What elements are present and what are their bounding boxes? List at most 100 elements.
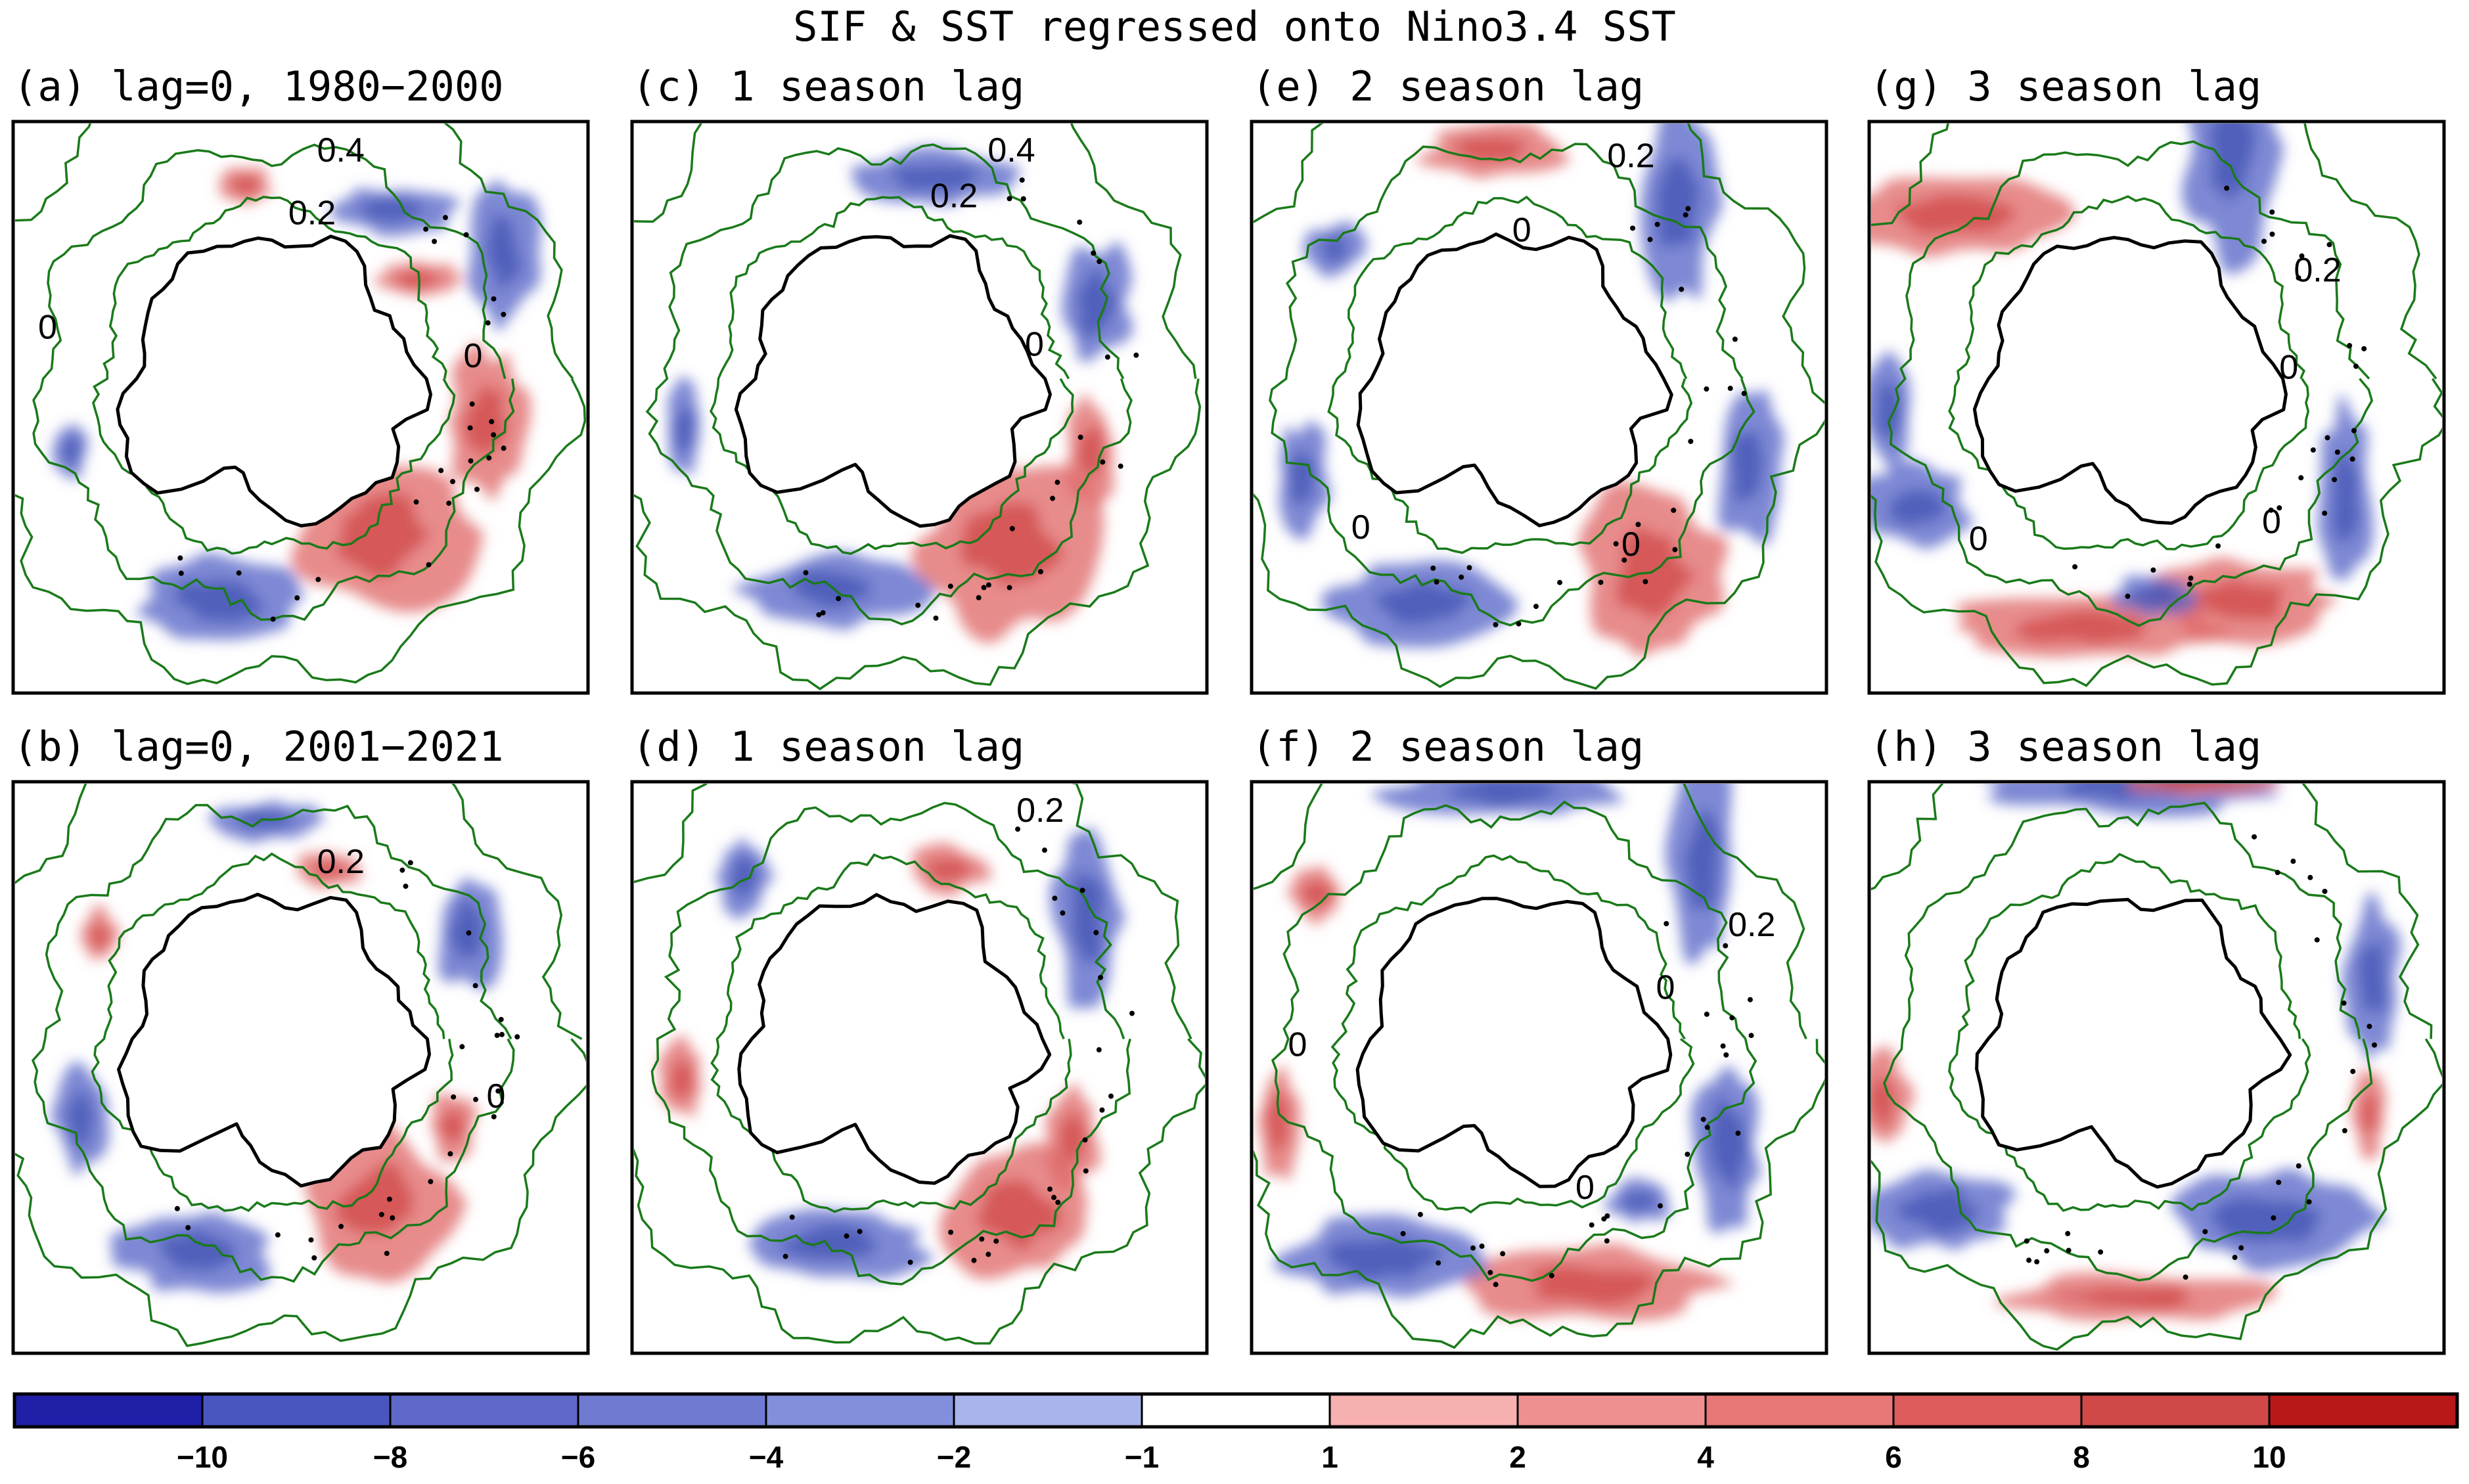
sig-dot (2332, 477, 2338, 483)
anomaly-core (1302, 881, 1332, 908)
sig-dot (2275, 870, 2280, 876)
sig-dot (270, 616, 276, 622)
sig-dot (491, 1113, 497, 1119)
sig-dot (1098, 975, 1104, 981)
sig-dot (1598, 579, 1604, 585)
sig-dot (2268, 507, 2274, 513)
sig-dot (1133, 352, 1139, 358)
significance-dots-g (2072, 185, 2367, 599)
sig-dot (495, 1088, 501, 1094)
sig-dot (1720, 1043, 1726, 1049)
contour-label: 0.2 (317, 843, 365, 881)
sst-contour (1871, 124, 2442, 687)
anomaly-field-f (1257, 784, 1760, 1321)
sig-dot (1434, 579, 1439, 585)
sig-dot (1664, 920, 1669, 926)
sig-dot (985, 1251, 991, 1257)
anomaly-field-d (658, 827, 1126, 1280)
sig-dot (1097, 259, 1102, 265)
anomaly-field-h (1871, 784, 2401, 1321)
sig-dot (474, 486, 480, 492)
sig-dot (1055, 1200, 1061, 1205)
antarctica-continent (734, 234, 1052, 528)
anomaly-core (961, 502, 1062, 586)
sig-dot (1096, 1047, 1102, 1053)
contour-label: 0 (38, 309, 57, 347)
sig-dot (399, 867, 405, 873)
sig-dot (1671, 507, 1677, 513)
sst-contours-a (15, 124, 586, 685)
contour-label: 0.2 (1016, 792, 1064, 830)
sig-dot (1079, 888, 1085, 893)
sig-dot (386, 1196, 392, 1202)
sig-dot (1007, 196, 1012, 202)
sst-contour (91, 852, 454, 1213)
sig-dot (1735, 1131, 1741, 1136)
sig-dot (469, 401, 475, 407)
sig-dot (494, 1033, 500, 1039)
sig-dot (2188, 575, 2194, 581)
anomaly-patch (2127, 784, 2280, 796)
sig-dot (1082, 1137, 1088, 1143)
sig-dot (1009, 526, 1015, 531)
sst-contour (1948, 853, 2311, 1212)
sig-dot (1723, 943, 1729, 949)
sig-dot (485, 320, 491, 326)
sig-dot (378, 1211, 384, 1217)
panel-label-f: (f) 2 season lag (1252, 723, 1644, 771)
anomaly-core (2361, 1091, 2378, 1134)
sst-contours-e (1254, 124, 1824, 690)
sig-dot (2276, 1179, 2282, 1185)
anomaly-patch (2182, 124, 2284, 275)
sig-dot (2066, 1248, 2072, 1253)
contour-label: 0.4 (987, 131, 1035, 169)
sig-dot (1479, 1244, 1485, 1249)
sig-dot (2296, 275, 2301, 281)
sig-dot (486, 455, 492, 461)
sst-contour (92, 195, 456, 555)
sig-dot (1613, 541, 1619, 547)
sig-dot (178, 570, 184, 576)
colorbar-segment (389, 1393, 579, 1428)
anomaly-core (1889, 489, 1948, 526)
sig-dot (338, 1223, 344, 1229)
sig-dot (1100, 459, 1106, 465)
sig-dot (2324, 435, 2330, 441)
sig-dot (857, 1228, 863, 1234)
sig-dot (1642, 579, 1648, 585)
significance-dots-d (782, 826, 1135, 1265)
sig-dot (789, 1214, 795, 1220)
sig-dot (1118, 463, 1123, 469)
colorbar-segment (1141, 1393, 1331, 1428)
sig-dot (390, 1215, 396, 1221)
sig-dot (1093, 930, 1099, 935)
sst-contour (645, 143, 1133, 625)
anomaly-core (396, 270, 440, 289)
sst-contour (1883, 801, 2373, 1282)
sst-contour (1948, 195, 2310, 551)
sig-dot (2306, 1199, 2312, 1205)
colorbar-tick-label: 4 (1697, 1440, 1714, 1474)
sig-dot (2341, 1000, 2347, 1006)
sst-contour (1269, 143, 1755, 627)
sig-dot (491, 296, 497, 302)
sig-dot (2252, 834, 2257, 840)
sig-dot (2215, 543, 2221, 549)
anomaly-core (175, 580, 265, 622)
significance-dots-c (803, 177, 1139, 621)
sig-dot (2350, 1068, 2356, 1074)
sig-dot (2150, 567, 2156, 573)
anomaly-core (2054, 1286, 2193, 1310)
sig-dot (816, 612, 822, 618)
colorbar-tick-label: 1 (1321, 1440, 1338, 1474)
sig-dot (472, 983, 478, 989)
sig-dot (985, 582, 991, 588)
contour-label: 0 (1512, 212, 1531, 250)
sig-dot (2261, 238, 2267, 244)
sig-dot (1685, 1152, 1690, 1158)
sst-contour (1254, 784, 1824, 1349)
sst-contour (710, 853, 1072, 1213)
sig-dot (1083, 1168, 1089, 1174)
sst-contour (1887, 140, 2374, 627)
sig-dot (1052, 895, 1058, 901)
